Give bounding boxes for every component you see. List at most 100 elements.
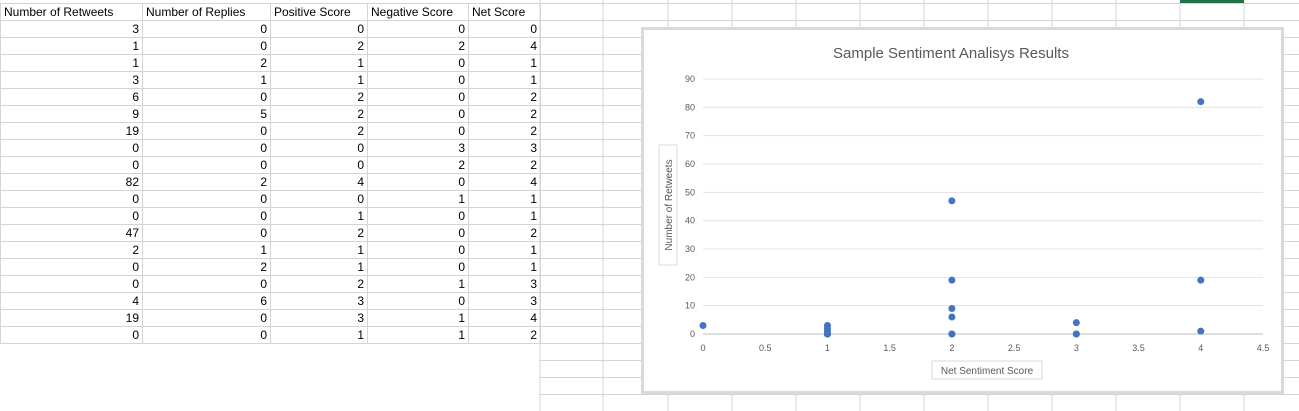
- cell[interactable]: 1: [270, 326, 368, 344]
- cell[interactable]: 0: [142, 37, 271, 55]
- cell[interactable]: 0: [0, 156, 143, 174]
- cell[interactable]: 0: [367, 105, 469, 123]
- cell[interactable]: 3: [468, 275, 541, 293]
- cell[interactable]: 2: [367, 37, 469, 55]
- cell[interactable]: 0: [270, 20, 368, 38]
- cell[interactable]: 2: [468, 224, 541, 242]
- cell[interactable]: 0: [142, 139, 271, 157]
- cell[interactable]: 4: [270, 173, 368, 191]
- cell[interactable]: 1: [270, 207, 368, 225]
- column-header[interactable]: Positive Score: [270, 3, 368, 21]
- cell[interactable]: 1: [270, 241, 368, 259]
- cell[interactable]: 19: [0, 122, 143, 140]
- cell[interactable]: 2: [142, 54, 271, 72]
- cell[interactable]: 2: [142, 173, 271, 191]
- cell[interactable]: 1: [270, 258, 368, 276]
- cell[interactable]: 1: [270, 54, 368, 72]
- scatter-chart[interactable]: Sample Sentiment Analisys Results 0 10 20 3…: [641, 27, 1284, 394]
- cell[interactable]: 2: [468, 88, 541, 106]
- cell[interactable]: 0: [142, 20, 271, 38]
- cell[interactable]: 4: [468, 309, 541, 327]
- data-table[interactable]: Number of Retweets Number of Replies Posit…: [0, 3, 541, 344]
- cell[interactable]: 2: [142, 258, 271, 276]
- column-header[interactable]: Number of Retweets: [0, 3, 143, 21]
- cell[interactable]: 1: [468, 258, 541, 276]
- cell[interactable]: 0: [367, 173, 469, 191]
- cell[interactable]: 3: [0, 20, 143, 38]
- cell[interactable]: 0: [0, 258, 143, 276]
- cell[interactable]: 3: [468, 139, 541, 157]
- cell[interactable]: 2: [270, 122, 368, 140]
- cell[interactable]: 1: [142, 241, 271, 259]
- cell[interactable]: 2: [270, 88, 368, 106]
- cell[interactable]: 1: [367, 309, 469, 327]
- column-header[interactable]: Negative Score: [367, 3, 469, 21]
- cell[interactable]: 1: [270, 71, 368, 89]
- cell[interactable]: 3: [270, 309, 368, 327]
- cell[interactable]: 0: [367, 20, 469, 38]
- cell[interactable]: 3: [367, 139, 469, 157]
- cell[interactable]: 0: [270, 190, 368, 208]
- cell[interactable]: 0: [142, 309, 271, 327]
- cell[interactable]: 0: [367, 224, 469, 242]
- cell[interactable]: 2: [468, 156, 541, 174]
- cell[interactable]: 3: [270, 292, 368, 310]
- cell[interactable]: 4: [0, 292, 143, 310]
- cell[interactable]: 1: [367, 190, 469, 208]
- cell[interactable]: 2: [270, 105, 368, 123]
- cell[interactable]: 0: [142, 275, 271, 293]
- cell[interactable]: 0: [367, 292, 469, 310]
- cell[interactable]: 1: [468, 241, 541, 259]
- cell[interactable]: 0: [367, 258, 469, 276]
- column-header[interactable]: Number of Replies: [142, 3, 271, 21]
- cell[interactable]: 0: [468, 20, 541, 38]
- cell[interactable]: 0: [270, 156, 368, 174]
- cell[interactable]: 9: [0, 105, 143, 123]
- cell[interactable]: 82: [0, 173, 143, 191]
- cell[interactable]: 2: [270, 37, 368, 55]
- column-header[interactable]: Net Score: [468, 3, 541, 21]
- cell[interactable]: 4: [468, 173, 541, 191]
- cell[interactable]: 0: [0, 190, 143, 208]
- cell[interactable]: 1: [142, 71, 271, 89]
- cell[interactable]: 0: [367, 88, 469, 106]
- cell[interactable]: 2: [0, 241, 143, 259]
- cell[interactable]: 3: [468, 292, 541, 310]
- cell[interactable]: 0: [142, 207, 271, 225]
- cell[interactable]: 2: [270, 275, 368, 293]
- cell[interactable]: 5: [142, 105, 271, 123]
- cell[interactable]: 0: [142, 190, 271, 208]
- cell[interactable]: 2: [468, 105, 541, 123]
- cell[interactable]: 0: [367, 122, 469, 140]
- cell[interactable]: 0: [0, 326, 143, 344]
- cell[interactable]: 6: [0, 88, 143, 106]
- cell[interactable]: 3: [0, 71, 143, 89]
- cell[interactable]: 2: [468, 122, 541, 140]
- cell[interactable]: 0: [0, 139, 143, 157]
- cell[interactable]: 1: [468, 54, 541, 72]
- cell[interactable]: 0: [367, 54, 469, 72]
- cell[interactable]: 0: [367, 241, 469, 259]
- cell[interactable]: 0: [270, 139, 368, 157]
- cell[interactable]: 19: [0, 309, 143, 327]
- cell[interactable]: 0: [142, 224, 271, 242]
- cell[interactable]: 1: [468, 207, 541, 225]
- cell[interactable]: 1: [0, 37, 143, 55]
- cell[interactable]: 0: [142, 156, 271, 174]
- cell[interactable]: 0: [142, 88, 271, 106]
- cell[interactable]: 1: [468, 71, 541, 89]
- cell[interactable]: 0: [0, 207, 143, 225]
- cell[interactable]: 6: [142, 292, 271, 310]
- cell[interactable]: 0: [367, 71, 469, 89]
- cell[interactable]: 0: [142, 122, 271, 140]
- cell[interactable]: 1: [468, 190, 541, 208]
- cell[interactable]: 1: [0, 54, 143, 72]
- cell[interactable]: 2: [367, 156, 469, 174]
- cell[interactable]: 0: [142, 326, 271, 344]
- cell[interactable]: 2: [468, 326, 541, 344]
- cell[interactable]: 47: [0, 224, 143, 242]
- cell[interactable]: 2: [270, 224, 368, 242]
- cell[interactable]: 1: [367, 275, 469, 293]
- cell[interactable]: 0: [0, 275, 143, 293]
- cell[interactable]: 0: [367, 207, 469, 225]
